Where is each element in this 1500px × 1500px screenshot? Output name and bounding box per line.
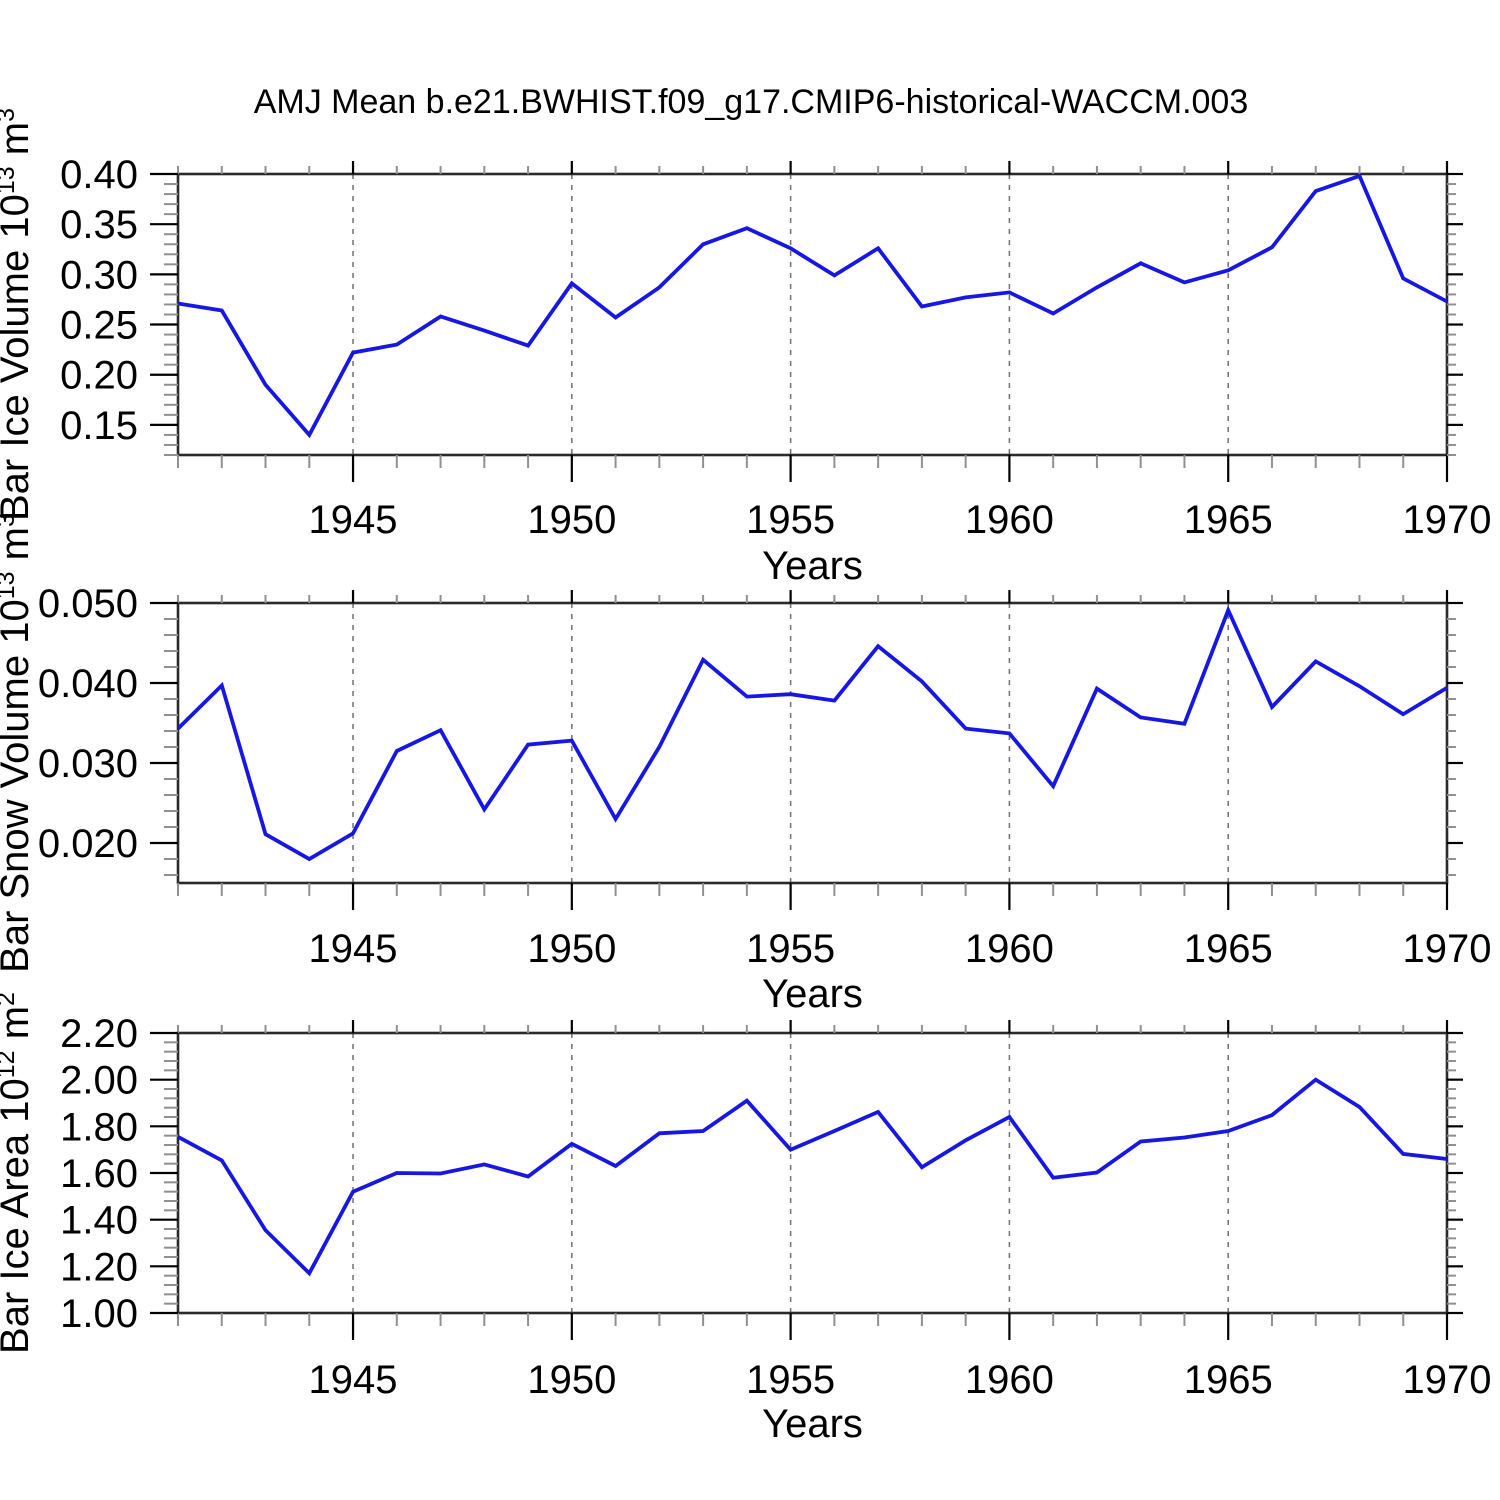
y-tick-label: 0.050 xyxy=(38,582,138,626)
y-tick-label: 1.80 xyxy=(60,1105,138,1149)
x-tick-label: 1945 xyxy=(309,498,398,542)
x-tick-label: 1955 xyxy=(746,927,835,971)
x-tick-label: 1965 xyxy=(1184,1358,1273,1402)
series-line-bar-ice-area xyxy=(177,1077,1448,1277)
x-tick-label: 1960 xyxy=(965,1358,1054,1402)
y-tick-label: 0.030 xyxy=(38,742,138,786)
panels-group: 0.15 0.20 0.25 0.30 0.35 0.40 1945 1950 1955 1960… xyxy=(0,108,1491,1446)
y-tick-label: 0.020 xyxy=(38,822,138,866)
x-tick-label: 1955 xyxy=(746,1358,835,1402)
y-tick-labels-bar-ice-area: 1.001.201.401.601.802.002.20 xyxy=(60,1012,138,1336)
x-tick-labels-bar-ice-volume: 1945 1950 1955 1960 1965 1970 xyxy=(309,498,1492,542)
panel-bar-ice-area: 1.001.201.401.601.802.002.20 1945 1950 1955… xyxy=(0,992,1491,1446)
x-tick-label: 1970 xyxy=(1403,1358,1492,1402)
x-tick-label: 1950 xyxy=(527,927,616,971)
y-tick-label: 2.00 xyxy=(60,1059,138,1103)
y-axis-title: Bar Snow Volume 1013 m3 xyxy=(0,513,37,973)
y-tick-label: 2.20 xyxy=(60,1012,138,1056)
x-axis-title: Years xyxy=(762,972,863,1016)
y-tick-label: 1.60 xyxy=(60,1152,138,1196)
x-axis-title: Years xyxy=(762,544,863,588)
x-tick-label: 1950 xyxy=(527,498,616,542)
gridlines-bar-ice-area xyxy=(352,1033,1229,1313)
y-axis-title-sup: 3 xyxy=(0,108,20,122)
series-line-bar-snow-volume xyxy=(176,605,1448,862)
y-axis-title-part: Bar Ice Area 10 xyxy=(0,1078,37,1354)
x-tick-label: 1945 xyxy=(309,1358,398,1402)
ticks-bar-ice-volume xyxy=(150,161,1463,482)
plot-frame xyxy=(176,172,1449,457)
x-tick-labels-bar-ice-area: 1945 1950 1955 1960 1965 1970 xyxy=(309,1358,1492,1402)
y-tick-labels-bar-ice-volume: 0.15 0.20 0.25 0.30 0.35 0.40 xyxy=(60,153,138,448)
x-tick-label: 1965 xyxy=(1184,498,1273,542)
y-tick-labels-bar-snow-volume: 0.020 0.030 0.040 0.050 xyxy=(38,582,138,866)
x-tick-label: 1960 xyxy=(965,498,1054,542)
x-tick-label: 1965 xyxy=(1184,927,1273,971)
panel-bar-snow-volume: 0.020 0.030 0.040 0.050 1945 1950 1955 1960 1965… xyxy=(0,513,1491,1016)
series-line-bar-ice-volume xyxy=(177,173,1448,439)
x-tick-label: 1955 xyxy=(746,498,835,542)
y-axis-title-part: Bar Snow Volume 10 xyxy=(0,599,37,973)
y-axis-title-sup: 13 xyxy=(0,571,20,599)
x-tick-label: 1960 xyxy=(965,927,1054,971)
x-tick-label: 1970 xyxy=(1403,927,1492,971)
panel-bar-ice-volume: 0.15 0.20 0.25 0.30 0.35 0.40 1945 1950 1955 1960… xyxy=(0,108,1491,588)
y-axis-title-part: Bar Ice Volume 10 xyxy=(0,194,37,521)
y-tick-label: 1.20 xyxy=(60,1245,138,1289)
y-tick-label: 0.35 xyxy=(60,203,138,247)
x-tick-label: 1970 xyxy=(1403,498,1492,542)
y-axis-title: Bar Ice Area 1012 m2 xyxy=(0,992,37,1354)
ticks-bar-snow-volume xyxy=(150,590,1463,910)
plot-frame xyxy=(176,601,1449,885)
y-tick-label: 0.20 xyxy=(60,354,138,398)
y-axis-title-sup: 13 xyxy=(0,166,20,194)
figure-title: AMJ Mean b.e21.BWHIST.f09_g17.CMIP6-hist… xyxy=(254,83,1249,121)
gridlines-bar-snow-volume xyxy=(352,603,1229,883)
y-tick-label: 1.40 xyxy=(60,1199,138,1243)
x-tick-labels-bar-snow-volume: 1945 1950 1955 1960 1965 1970 xyxy=(309,927,1492,971)
x-axis-title: Years xyxy=(762,1402,863,1446)
y-axis-title-part: m xyxy=(0,122,37,166)
x-tick-label: 1945 xyxy=(309,927,398,971)
y-tick-label: 1.00 xyxy=(60,1292,138,1336)
ticks-bar-ice-area xyxy=(150,1020,1463,1340)
plot-frame xyxy=(176,1031,1449,1315)
y-axis-title-sup: 2 xyxy=(0,992,20,1006)
x-tick-label: 1950 xyxy=(527,1358,616,1402)
y-tick-label: 0.040 xyxy=(38,662,138,706)
y-axis-title-part: m xyxy=(0,527,37,571)
y-axis-title: Bar Ice Volume 1013 m3 xyxy=(0,108,37,521)
y-axis-title-sup: 12 xyxy=(0,1050,20,1078)
y-tick-label: 0.40 xyxy=(60,153,138,197)
y-tick-label: 0.25 xyxy=(60,304,138,348)
y-axis-title-part: m xyxy=(0,1006,37,1050)
y-tick-label: 0.15 xyxy=(60,404,138,448)
gridlines-bar-ice-volume xyxy=(352,174,1229,455)
y-axis-title-sup: 3 xyxy=(0,513,20,527)
y-tick-label: 0.30 xyxy=(60,253,138,297)
